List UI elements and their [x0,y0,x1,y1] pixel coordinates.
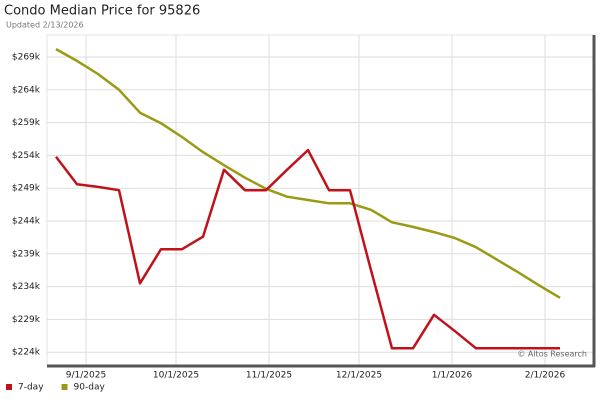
y-tick-label: $249k [12,184,41,194]
legend-label: 90-day [74,383,106,393]
legend-swatch [61,384,68,390]
legend-swatch [6,384,12,390]
x-tick-label: 12/1/2025 [336,371,382,381]
y-tick-label: $239k [12,249,41,259]
chart-subtitle: Updated 2/13/2026 [6,21,84,30]
y-tick-label: $264k [12,85,41,95]
y-tick-label: $269k [12,52,41,62]
plot-area [46,34,594,366]
y-tick-label: $259k [12,118,41,128]
y-tick-label: $224k [12,348,41,358]
series-line [55,148,560,350]
series-line [55,48,561,299]
watermark: © Altos Research [517,350,587,359]
y-tick-label: $234k [12,282,41,292]
x-tick-label: 9/1/2025 [66,371,106,381]
y-tick-label: $229k [12,315,41,325]
x-tick-label: 2/1/2026 [525,371,566,381]
chart-title: Condo Median Price for 95826 [4,4,200,19]
x-tick-label: 11/1/2025 [246,371,292,381]
y-tick-label: $244k [12,216,41,226]
x-tick-label: 10/1/2025 [153,371,199,381]
x-tick-label: 1/1/2026 [432,371,473,381]
y-tick-label: $254k [12,151,41,161]
legend-label: 7-day [18,383,44,393]
